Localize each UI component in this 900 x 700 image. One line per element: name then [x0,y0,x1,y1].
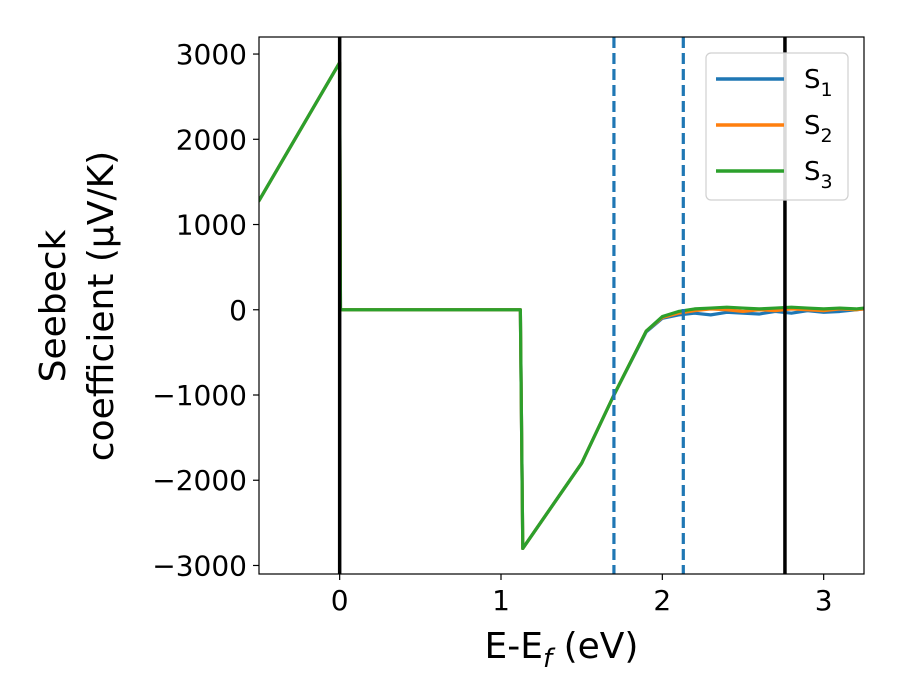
plot-frame [258,36,865,575]
series-layer [259,60,864,551]
y-axis-label: Seebeck coefficient (μV/K) [33,151,122,461]
y-tick-label: −3000 [152,549,247,582]
legend-label-s2: S2 [804,111,833,147]
y-tick-label: −2000 [152,464,247,497]
x-tick-label: 2 [653,584,671,617]
y-tick-label: 0 [229,294,247,327]
axis-labels: E-Ef (eV) Seebeck coefficient (μV/K) [33,151,638,674]
ticks: 0 1 2 3 3000 2000 1000 0 −1000 −2000 −3000 [152,38,832,617]
y-tick-label: 2000 [176,123,247,156]
x-axis-label: E-Ef (eV) [485,626,639,674]
y-tick-label: −1000 [152,379,247,412]
x-tick-label: 0 [331,584,349,617]
legend: S1 S2 S3 [705,52,849,201]
x-tick-label: 3 [815,584,833,617]
legend-label-s1: S1 [804,65,833,101]
y-tick-label: 1000 [176,209,247,242]
y-tick-label: 3000 [176,38,247,71]
legend-label-s3: S3 [804,157,833,193]
series-line-s3 [259,60,864,551]
x-tick-label: 1 [492,584,510,617]
